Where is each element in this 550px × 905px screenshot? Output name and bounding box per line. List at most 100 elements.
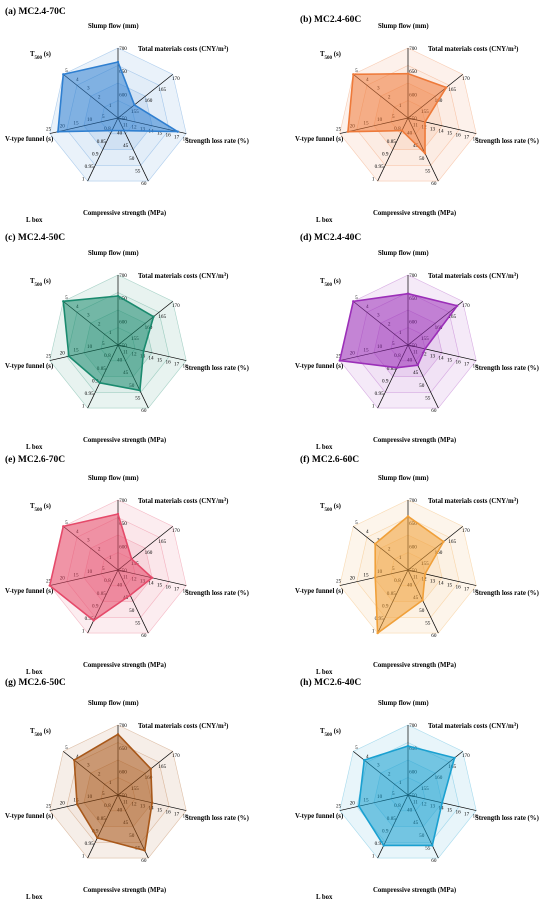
axis-loss-tick: 13 (430, 354, 436, 360)
axis-loss-tick: 17 (174, 361, 180, 367)
axis-lbox-tick: 0.9 (92, 378, 99, 384)
axis-loss-tick: 13 (430, 579, 436, 585)
panel-title: (f) MC2.6-60C (300, 454, 359, 465)
axis-comp-tick: 45 (413, 143, 419, 149)
axis-loss-label: Strength loss rate (%) (475, 590, 539, 597)
axis-lbox-tick: 0.85 (387, 139, 396, 145)
axis-vfun-tick: 15 (363, 572, 369, 578)
axis-comp-label: Compressive strength (MPa) (373, 210, 456, 217)
axis-comp-tick: 60 (141, 408, 147, 414)
axis-t500-label: T500 (s) (30, 51, 51, 61)
axis-slump-label: Slump flow (mm) (88, 700, 139, 707)
axis-lbox-label: L box (316, 894, 333, 900)
data-point-cost (445, 86, 448, 89)
axis-comp-tick: 55 (425, 168, 431, 174)
axis-slump-tick: 650 (409, 69, 417, 75)
axis-comp-tick: 45 (413, 370, 419, 376)
axis-loss-tick: 12 (421, 352, 427, 358)
axis-t500-tick: 4 (76, 754, 79, 760)
data-point-vfun (48, 584, 51, 587)
axis-loss-tick: 17 (464, 134, 470, 140)
axis-cost-label: Total materials costs (CNY/m3) (428, 273, 518, 281)
axis-loss-tick: 15 (447, 357, 453, 363)
axis-comp-tick: 55 (425, 620, 431, 626)
axis-t500-tick: 4 (366, 754, 369, 760)
axis-comp-label: Compressive strength (MPa) (373, 887, 456, 894)
axis-cost-tick: 165 (158, 764, 166, 770)
axis-comp-tick: 60 (431, 858, 437, 864)
axis-cost-tick: 165 (448, 539, 456, 545)
data-point-lbox (382, 844, 385, 847)
axis-comp-tick: 60 (431, 181, 437, 187)
axis-lbox-tick: 0.95 (85, 841, 94, 847)
radar-panel-8: 5506006507001551601651701112131415161718… (295, 677, 539, 901)
data-point-slump (116, 733, 120, 736)
axis-comp-tick: 50 (419, 156, 425, 162)
axis-vfun-tick: 25 (336, 127, 342, 133)
axis-lbox-tick: 1 (372, 177, 375, 183)
data-point-vfun (67, 355, 71, 358)
axis-loss-tick: 15 (447, 130, 453, 136)
axis-cost-tick: 165 (158, 87, 166, 93)
axis-vfun-tick: 25 (46, 579, 52, 585)
axis-loss-tick: 18 (183, 588, 189, 594)
axis-lbox-tick: 0.95 (85, 616, 94, 622)
data-point-comp (122, 129, 126, 132)
axis-loss-tick: 18 (473, 363, 479, 369)
panel-title: (e) MC2.6-70C (5, 454, 65, 465)
radar-series-area (358, 745, 456, 847)
axis-loss-label: Strength loss rate (%) (475, 138, 539, 145)
axis-vfun-label: V-type funnel (s) (295, 813, 343, 820)
axis-loss-tick: 16 (165, 359, 171, 365)
axis-vfun-tick: 25 (336, 579, 342, 585)
axis-comp-label: Compressive strength (MPa) (373, 662, 456, 669)
axis-loss-tick: 16 (455, 359, 461, 365)
axis-slump-label: Slump flow (mm) (378, 475, 429, 482)
axis-cost-label: Total materials costs (CNY/m3) (428, 498, 518, 506)
axis-t500-tick: 5 (355, 295, 358, 301)
panel-title: (b) MC2.4-60C (300, 14, 361, 25)
panel-title: (c) MC2.4-50C (5, 232, 65, 243)
axis-comp-tick: 55 (425, 395, 431, 401)
axis-comp-label: Compressive strength (MPa) (83, 210, 166, 217)
axis-loss-tick: 17 (174, 586, 180, 592)
data-point-slump (116, 512, 120, 516)
axis-cost-tick: 170 (462, 753, 470, 759)
axis-cost-tick: 160 (435, 550, 443, 556)
axis-comp-tick: 55 (135, 395, 141, 401)
axis-lbox-tick: 0.9 (382, 151, 389, 157)
data-point-comp (423, 152, 427, 155)
data-point-comp (143, 849, 146, 852)
axis-loss-label: Strength loss rate (%) (185, 365, 249, 372)
axis-lbox-label: L box (26, 444, 43, 451)
axis-lbox-label: L box (26, 894, 43, 900)
axis-slump-tick: 700 (119, 273, 127, 279)
data-point-cost (152, 315, 155, 318)
axis-slump-label: Slump flow (mm) (378, 250, 429, 257)
radar-series-area (338, 292, 459, 369)
data-point-loss (150, 801, 154, 804)
radar-panel-3: 5506006507001551601651701112131415161718… (5, 232, 249, 451)
data-point-cost (149, 767, 153, 771)
axis-lbox-tick: 1 (82, 629, 85, 635)
axis-slump-label: Slump flow (mm) (378, 700, 429, 707)
axis-loss-tick: 18 (473, 136, 479, 142)
axis-cost-tick: 160 (145, 98, 153, 104)
axis-comp-tick: 55 (135, 168, 141, 174)
axis-lbox-label: L box (316, 669, 333, 676)
data-point-cost (442, 540, 445, 543)
axis-cost-tick: 165 (448, 87, 456, 93)
axis-lbox-tick: 0.95 (375, 841, 384, 847)
axis-slump-label: Slump flow (mm) (88, 475, 139, 482)
axis-t500-tick: 5 (355, 745, 358, 751)
axis-vfun-tick: 25 (46, 804, 52, 810)
axis-vfun-tick: 25 (336, 354, 342, 360)
data-point-vfun (56, 130, 60, 133)
axis-lbox-tick: 0.95 (85, 164, 94, 170)
axis-t500-label: T500 (s) (320, 51, 341, 61)
radar-panel-5: 5506006507001551601651701112131415161718… (5, 454, 249, 676)
axis-comp-label: Compressive strength (MPa) (83, 887, 166, 894)
panel-title: (d) MC2.4-40C (300, 232, 361, 243)
axis-vfun-tick: 20 (60, 800, 66, 806)
axis-cost-tick: 170 (172, 753, 180, 759)
